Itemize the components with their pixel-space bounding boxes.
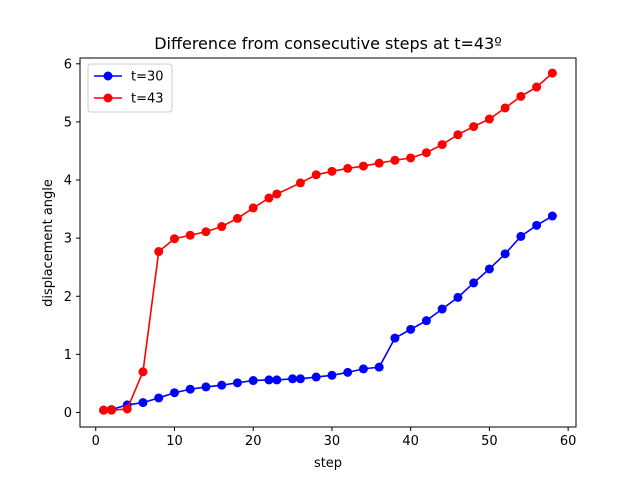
data-point-t=43 bbox=[122, 404, 132, 414]
data-point-t=30 bbox=[311, 372, 321, 382]
data-point-t=43 bbox=[248, 203, 258, 213]
x-tick-label: 30 bbox=[324, 434, 341, 449]
data-point-t=43 bbox=[374, 158, 384, 168]
data-point-t=30 bbox=[500, 249, 510, 259]
data-point-t=43 bbox=[169, 234, 179, 244]
legend: t=30 t=43 bbox=[87, 63, 173, 113]
data-point-t=43 bbox=[232, 213, 242, 223]
y-tick-label: 0 bbox=[64, 406, 72, 421]
data-point-t=43 bbox=[154, 247, 164, 257]
x-tick-label: 0 bbox=[92, 434, 100, 449]
data-point-t=30 bbox=[232, 378, 242, 388]
data-point-t=43 bbox=[516, 91, 526, 101]
legend-label-t=30: t=30 bbox=[131, 70, 164, 85]
data-point-t=43 bbox=[99, 405, 109, 415]
data-point-t=43 bbox=[453, 130, 463, 140]
x-tick-label: 40 bbox=[402, 434, 419, 449]
data-point-t=43 bbox=[547, 68, 557, 78]
data-point-t=30 bbox=[358, 364, 368, 374]
data-point-t=30 bbox=[390, 333, 400, 343]
data-point-t=30 bbox=[272, 375, 282, 385]
data-point-t=30 bbox=[532, 220, 542, 230]
series-line-t=43 bbox=[103, 72, 553, 411]
y-tick-label: 4 bbox=[64, 174, 72, 189]
y-tick-label: 2 bbox=[64, 290, 72, 305]
data-point-t=30 bbox=[327, 370, 337, 380]
legend-marker-t=30 bbox=[103, 71, 113, 81]
y-tick-label: 6 bbox=[64, 57, 72, 72]
data-point-t=43 bbox=[343, 163, 353, 173]
y-tick-label: 5 bbox=[64, 115, 72, 130]
data-point-t=30 bbox=[154, 393, 164, 403]
data-point-t=43 bbox=[264, 193, 274, 203]
x-tick-label: 60 bbox=[560, 434, 577, 449]
data-point-t=43 bbox=[295, 178, 305, 188]
data-point-t=43 bbox=[201, 227, 211, 237]
data-point-t=30 bbox=[217, 380, 227, 390]
data-point-t=30 bbox=[469, 278, 479, 288]
data-point-t=30 bbox=[185, 384, 195, 394]
data-point-t=30 bbox=[453, 292, 463, 302]
data-point-t=43 bbox=[272, 189, 282, 199]
data-point-t=30 bbox=[516, 231, 526, 241]
data-point-t=43 bbox=[469, 122, 479, 132]
data-point-t=43 bbox=[138, 367, 148, 377]
legend-label-t=43: t=43 bbox=[131, 92, 164, 107]
x-tick-label: 10 bbox=[166, 434, 183, 449]
data-point-t=30 bbox=[288, 374, 298, 384]
data-point-t=30 bbox=[343, 367, 353, 377]
data-point-t=30 bbox=[547, 211, 557, 221]
data-point-t=43 bbox=[437, 140, 447, 150]
data-point-t=43 bbox=[484, 114, 494, 124]
plot-area: 0 10 20 30 40 50 60 0 1 2 3 4 5 6 bbox=[64, 57, 577, 449]
data-point-t=43 bbox=[185, 230, 195, 240]
data-point-t=30 bbox=[138, 398, 148, 408]
data-point-t=43 bbox=[421, 148, 431, 158]
data-point-t=43 bbox=[406, 153, 416, 163]
data-point-t=43 bbox=[311, 170, 321, 180]
series-line-t=30 bbox=[103, 215, 553, 411]
data-point-t=30 bbox=[421, 316, 431, 326]
data-point-t=43 bbox=[106, 405, 116, 415]
data-point-t=43 bbox=[217, 222, 227, 232]
data-point-t=30 bbox=[295, 374, 305, 384]
y-axis-label: displacement angle bbox=[41, 179, 56, 307]
legend-marker-t=43 bbox=[103, 93, 113, 103]
chart-title: Difference from consecutive steps at t=4… bbox=[154, 34, 502, 53]
data-point-t=30 bbox=[406, 324, 416, 334]
data-point-t=43 bbox=[390, 155, 400, 165]
x-tick-label: 20 bbox=[245, 434, 262, 449]
x-tick-label: 50 bbox=[481, 434, 498, 449]
data-point-t=30 bbox=[201, 382, 211, 392]
y-tick-label: 3 bbox=[64, 232, 72, 247]
axes-frame bbox=[79, 57, 577, 428]
data-point-t=30 bbox=[374, 362, 384, 372]
data-point-t=43 bbox=[500, 103, 510, 113]
data-point-t=43 bbox=[532, 82, 542, 92]
data-point-t=30 bbox=[437, 304, 447, 314]
data-point-t=30 bbox=[248, 376, 258, 386]
data-point-t=43 bbox=[327, 166, 337, 176]
data-point-t=43 bbox=[358, 161, 368, 171]
data-point-t=30 bbox=[484, 264, 494, 274]
x-axis-label: step bbox=[314, 456, 342, 471]
y-tick-label: 1 bbox=[64, 348, 72, 363]
data-point-t=30 bbox=[264, 375, 274, 385]
data-point-t=30 bbox=[169, 388, 179, 398]
